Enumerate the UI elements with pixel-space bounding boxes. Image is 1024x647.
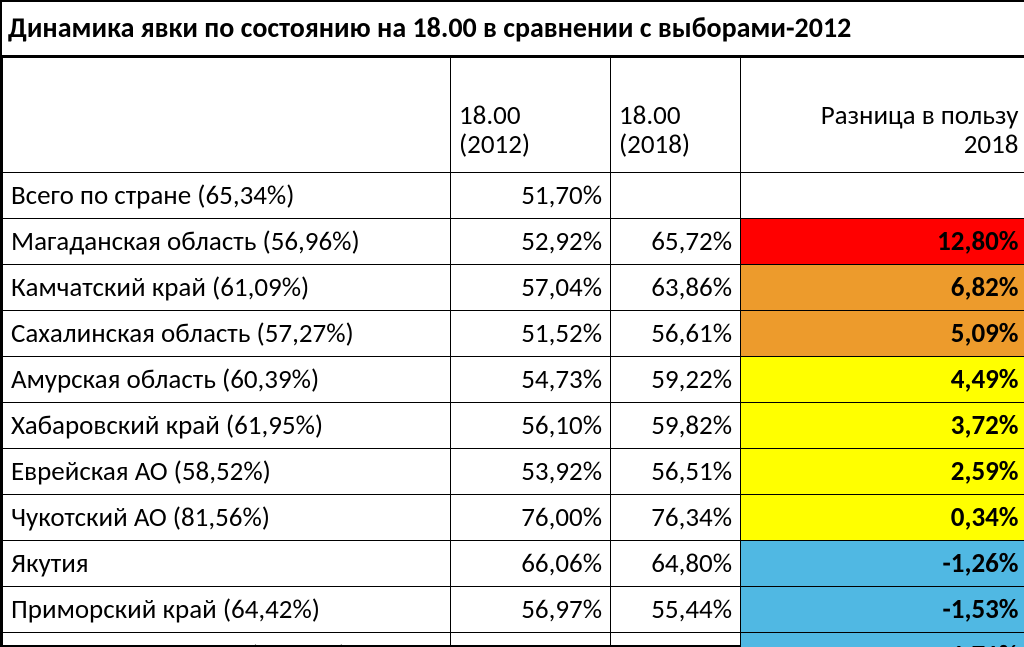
cell-2018: 59,22%	[611, 357, 741, 403]
table-row: Еврейская АО (58,52%)53,92%56,51%2,59%	[3, 449, 1024, 495]
cell-2018	[611, 173, 741, 219]
cell-region: Забайкальский край (59,92%)	[3, 633, 451, 647]
cell-diff: -1,26%	[741, 541, 1024, 587]
cell-2012: 66,06%	[451, 541, 611, 587]
col-header-2018: 18.00 (2018)	[611, 58, 741, 173]
table-row: Чукотский АО (81,56%)76,00%76,34%0,34%	[3, 495, 1024, 541]
cell-2012: 56,10%	[451, 403, 611, 449]
cell-diff: 12,80%	[741, 219, 1024, 265]
table-row: Хабаровский край (61,95%)56,10%59,82%3,7…	[3, 403, 1024, 449]
cell-2018: 64,80%	[611, 541, 741, 587]
turnout-table: 18.00 (2012) 18.00 (2018) Разница в поль…	[2, 57, 1024, 647]
cell-region: Якутия	[3, 541, 451, 587]
cell-diff: -1,53%	[741, 587, 1024, 633]
cell-diff: 4,49%	[741, 357, 1024, 403]
cell-2012: 54,73%	[451, 357, 611, 403]
cell-region: Хабаровский край (61,95%)	[3, 403, 451, 449]
col-header-diff-l2: 2018	[749, 130, 1019, 160]
cell-2018: 65,72%	[611, 219, 741, 265]
table-row: Приморский край (64,42%)56,97%55,44%-1,5…	[3, 587, 1024, 633]
cell-region: Всего по стране (65,34%)	[3, 173, 451, 219]
cell-diff: 2,59%	[741, 449, 1024, 495]
col-header-2012-l1: 18.00	[459, 101, 602, 131]
col-header-2012: 18.00 (2012)	[451, 58, 611, 173]
table-row: Магаданская область (56,96%)52,92%65,72%…	[3, 219, 1024, 265]
cell-region: Сахалинская область (57,27%)	[3, 311, 451, 357]
cell-2018: 51,62%	[611, 633, 741, 647]
cell-2018: 56,61%	[611, 311, 741, 357]
col-header-2018-l1: 18.00	[619, 101, 732, 131]
cell-diff	[741, 173, 1024, 219]
cell-2018: 56,51%	[611, 449, 741, 495]
table-row: Камчатский край (61,09%)57,04%63,86%6,82…	[3, 265, 1024, 311]
table-row: Якутия66,06%64,80%-1,26%	[3, 541, 1024, 587]
table-container: Динамика явки по состоянию на 18.00 в ср…	[0, 0, 1024, 647]
cell-region: Чукотский АО (81,56%)	[3, 495, 451, 541]
cell-2018: 76,34%	[611, 495, 741, 541]
table-row: Забайкальский край (59,92%)53,33%51,62%-…	[3, 633, 1024, 647]
cell-2018: 55,44%	[611, 587, 741, 633]
col-header-diff: Разница в пользу 2018	[741, 58, 1024, 173]
cell-region: Амурская область (60,39%)	[3, 357, 451, 403]
cell-2012: 52,92%	[451, 219, 611, 265]
cell-region: Магаданская область (56,96%)	[3, 219, 451, 265]
cell-2018: 59,82%	[611, 403, 741, 449]
col-header-diff-l1: Разница в пользу	[749, 101, 1019, 131]
table-row: Сахалинская область (57,27%)51,52%56,61%…	[3, 311, 1024, 357]
cell-2012: 51,52%	[451, 311, 611, 357]
cell-diff: 6,82%	[741, 265, 1024, 311]
table-row: Всего по стране (65,34%)51,70%	[3, 173, 1024, 219]
cell-region: Приморский край (64,42%)	[3, 587, 451, 633]
cell-2018: 63,86%	[611, 265, 741, 311]
cell-2012: 53,33%	[451, 633, 611, 647]
cell-diff: 5,09%	[741, 311, 1024, 357]
table-title: Динамика явки по состоянию на 18.00 в ср…	[2, 2, 1024, 57]
col-header-region	[3, 58, 451, 173]
cell-2012: 76,00%	[451, 495, 611, 541]
cell-diff: 3,72%	[741, 403, 1024, 449]
cell-2012: 51,70%	[451, 173, 611, 219]
cell-diff: 0,34%	[741, 495, 1024, 541]
table-header-row: 18.00 (2012) 18.00 (2018) Разница в поль…	[3, 58, 1024, 173]
cell-region: Еврейская АО (58,52%)	[3, 449, 451, 495]
cell-2012: 53,92%	[451, 449, 611, 495]
cell-2012: 56,97%	[451, 587, 611, 633]
cell-diff: -1,71%	[741, 633, 1024, 647]
cell-2012: 57,04%	[451, 265, 611, 311]
table-row: Амурская область (60,39%)54,73%59,22%4,4…	[3, 357, 1024, 403]
col-header-2012-l2: (2012)	[459, 130, 602, 160]
cell-region: Камчатский край (61,09%)	[3, 265, 451, 311]
col-header-2018-l2: (2018)	[619, 130, 732, 160]
